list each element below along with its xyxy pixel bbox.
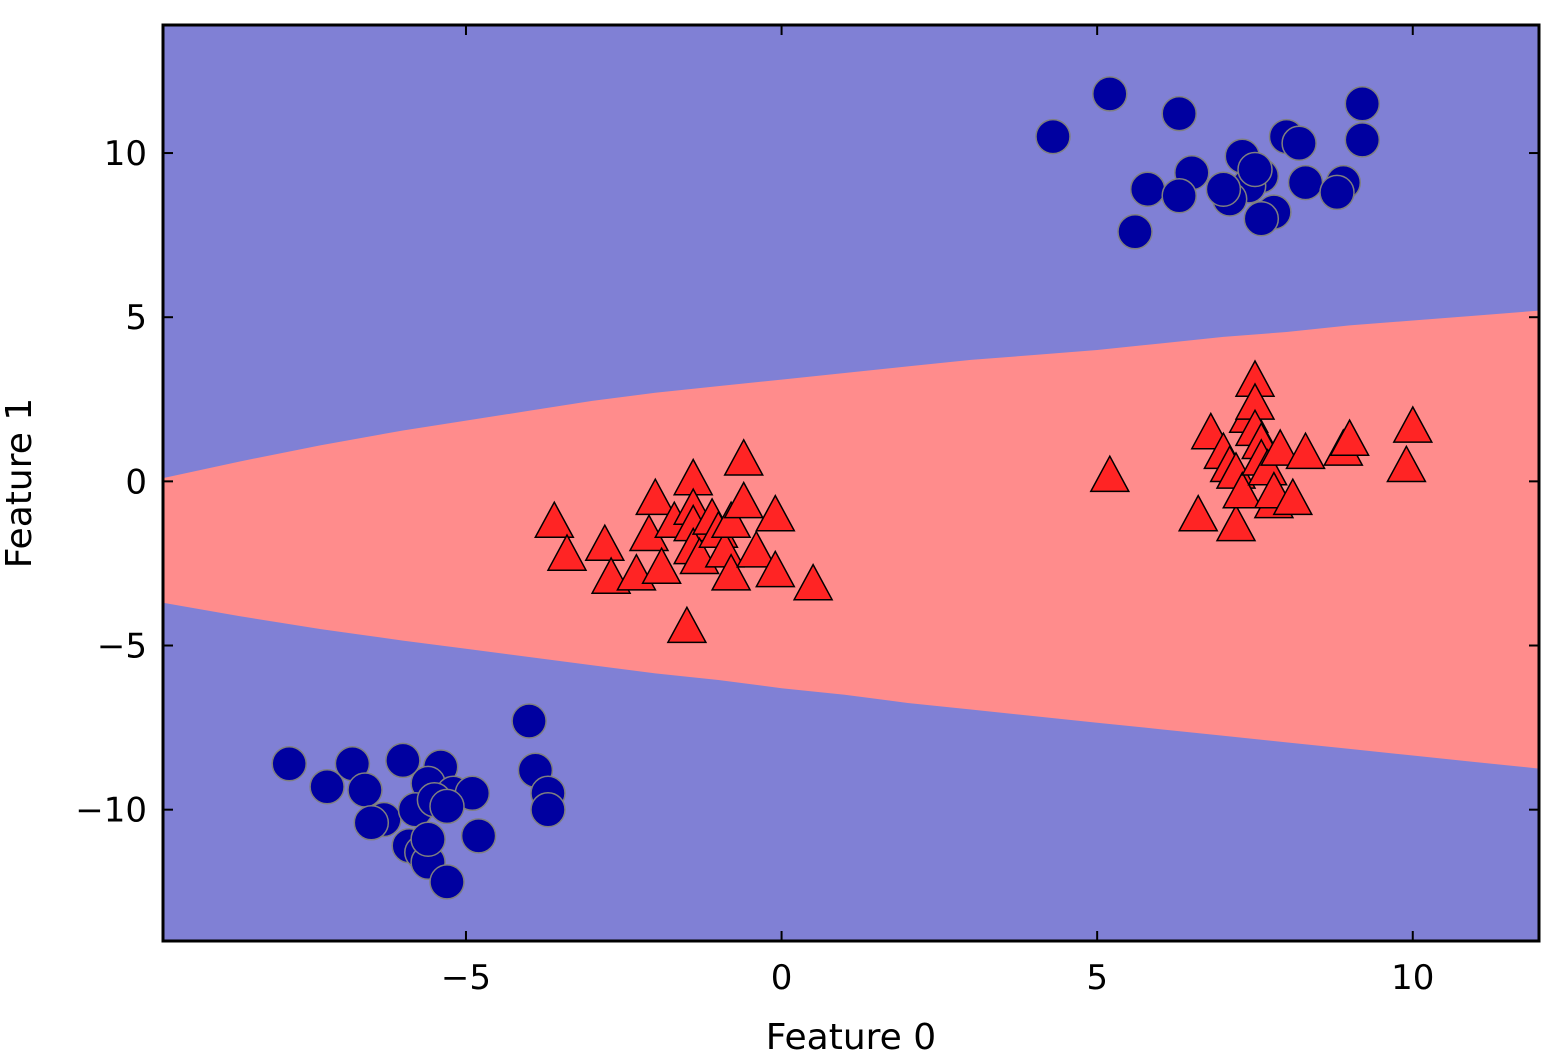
circle-marker [1161,95,1197,132]
circle-marker [1117,214,1153,250]
tick-labels: −5 0 5 10 −10 −5 0 5 10 [75,134,1434,998]
circle-marker [1205,171,1242,207]
triangle-marker [1386,444,1427,483]
decision-regions [163,310,1539,769]
triangle-marker [710,500,752,539]
circle-marker [309,768,345,805]
circle-marker [1287,164,1324,201]
triangle-marker [1329,418,1370,457]
circle-marker [385,742,421,779]
triangle-marker [710,553,752,591]
circle-marker [1092,76,1128,112]
y-tick-label: −10 [75,791,147,831]
triangle-marker [1177,494,1219,532]
triangle-marker [723,438,764,476]
circle-marker [1344,122,1381,158]
triangle-marker [534,500,575,539]
triangle-marker [584,523,626,562]
circle-marker [1344,86,1381,122]
y-tick-label: −5 [97,627,147,667]
y-axis-label: Feature 1 [0,398,40,568]
y-tick-label: 5 [125,298,147,338]
triangle-marker [635,477,676,516]
circle-marker [530,791,566,828]
circle-marker [511,703,547,739]
circle-marker [353,805,390,841]
x-tick-label: 10 [1391,958,1434,998]
triangle-marker [666,605,708,644]
circle-marker [271,745,307,782]
circle-marker [410,821,446,857]
triangle-marker [1259,428,1301,466]
circle-marker [1319,174,1355,211]
triangle-marker [723,480,764,519]
triangle-marker [1215,503,1257,542]
axis-ticks [163,25,1539,941]
triangle-marker [1392,405,1434,443]
y-tick-label: 10 [104,134,147,174]
circle-marker [1161,177,1197,214]
triangle-marker [736,530,777,568]
y-tick-label: 0 [125,462,147,502]
decision-band [163,310,1539,769]
circle-marker [1237,151,1273,188]
triangle-marker [1285,431,1326,470]
plot-frame [161,23,1541,943]
triangle-marker [792,563,834,601]
triangle-marker [546,533,588,571]
circle-marker [1281,125,1317,161]
circle-marker [460,818,497,854]
data-points [271,76,1434,900]
triangle-marker [1089,454,1131,493]
circle-marker [1035,118,1071,155]
x-axis-label: Feature 0 [766,1017,936,1051]
circle-marker [1243,200,1280,237]
circle-marker [429,864,465,900]
circle-marker [429,788,465,825]
circle-marker [347,772,383,808]
triangle-marker [1222,471,1263,509]
x-tick-label: 5 [1086,958,1108,998]
triangle-marker [641,546,682,585]
x-tick-label: 0 [771,958,793,998]
x-tick-label: −5 [441,958,491,998]
triangle-marker [755,549,796,588]
circle-marker [1129,171,1166,207]
triangle-marker [755,494,796,532]
triangle-marker [1272,477,1314,516]
